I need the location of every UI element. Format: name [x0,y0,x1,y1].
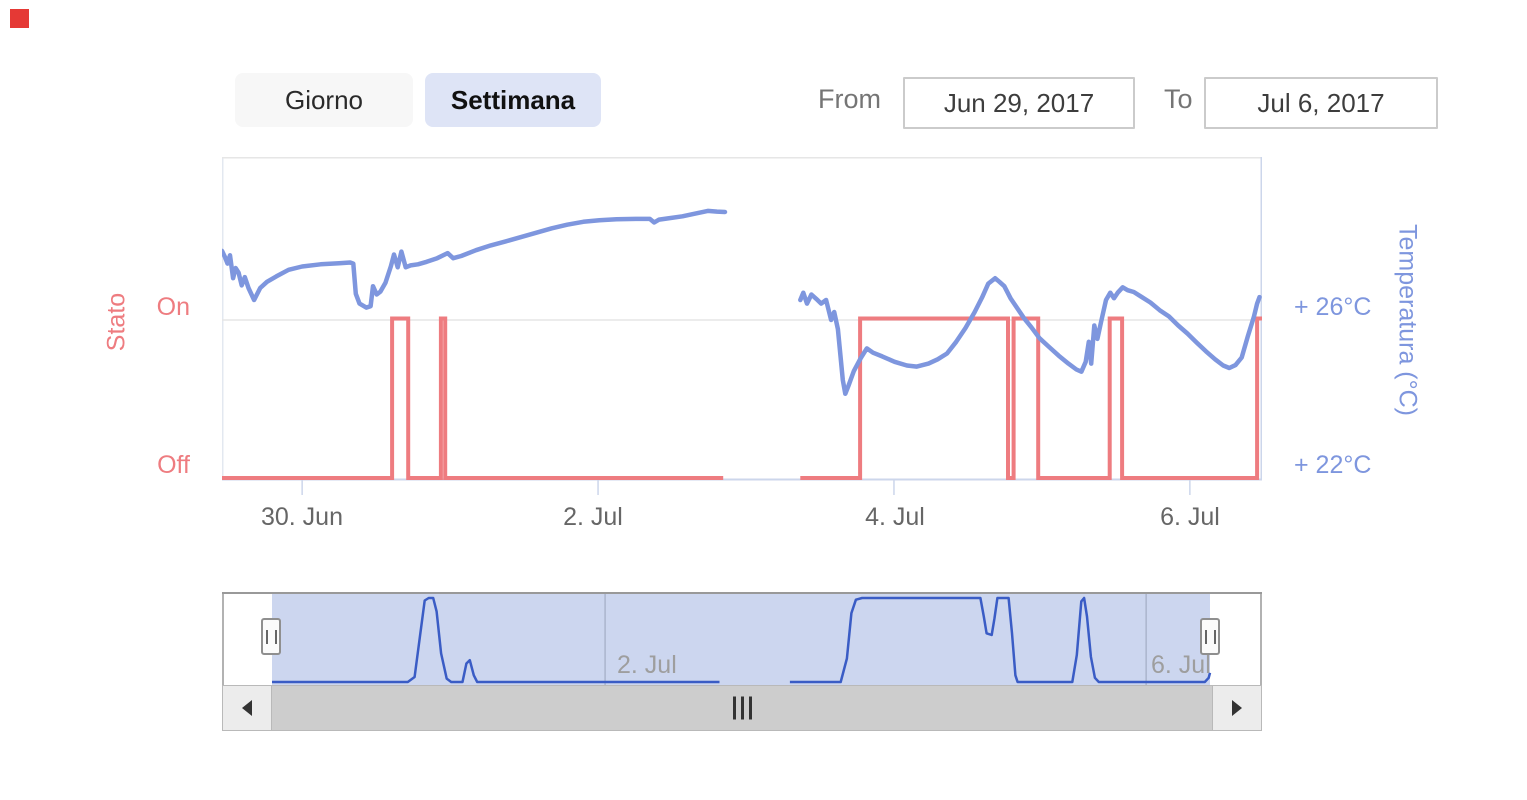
scrollbar-track[interactable] [222,685,1262,731]
range-button-settimana[interactable]: Settimana [425,73,601,127]
range-button-giorno[interactable]: Giorno [235,73,413,127]
navigator-area[interactable] [222,592,1262,686]
stato-off-label: Off [157,451,190,479]
from-date-input[interactable] [903,77,1135,129]
x-tick-4-jul: 4. Jul [865,503,925,531]
x-tick-2-jul: 2. Jul [563,503,623,531]
scrollbar-thumb-grip[interactable] [730,696,754,720]
x-tick-6-jul: 6. Jul [1160,503,1220,531]
stato-on-label: On [156,293,190,321]
x-tick-30-jun: 30. Jun [260,503,343,531]
red-marker-icon [10,9,29,28]
temp-tick-22: + 22°C [1294,451,1372,479]
left-arrow-icon [242,700,252,716]
navigator-left-handle[interactable] [261,618,281,655]
to-date-input[interactable] [1204,77,1438,129]
grip-bar-icon [732,696,736,720]
navigator-label-6-jul: 6. Jul [1151,651,1211,679]
to-label: To [1164,84,1193,114]
right-arrow-icon [1232,700,1242,716]
from-label: From [818,84,881,114]
navigator-right-handle[interactable] [1200,618,1220,655]
handle-grip-icon [1204,629,1216,644]
temp-tick-26: + 26°C [1294,293,1372,321]
scrollbar-right-button[interactable] [1212,686,1261,730]
grip-bar-icon [740,696,744,720]
handle-grip-icon [265,629,277,644]
temperatura-axis-title: Temperatura (°C) [1393,224,1422,416]
navigator-label-2-jul: 2. Jul [617,651,677,679]
main-chart-plot [222,157,1262,495]
grip-bar-icon [748,696,752,720]
scrollbar-left-button[interactable] [223,686,272,730]
